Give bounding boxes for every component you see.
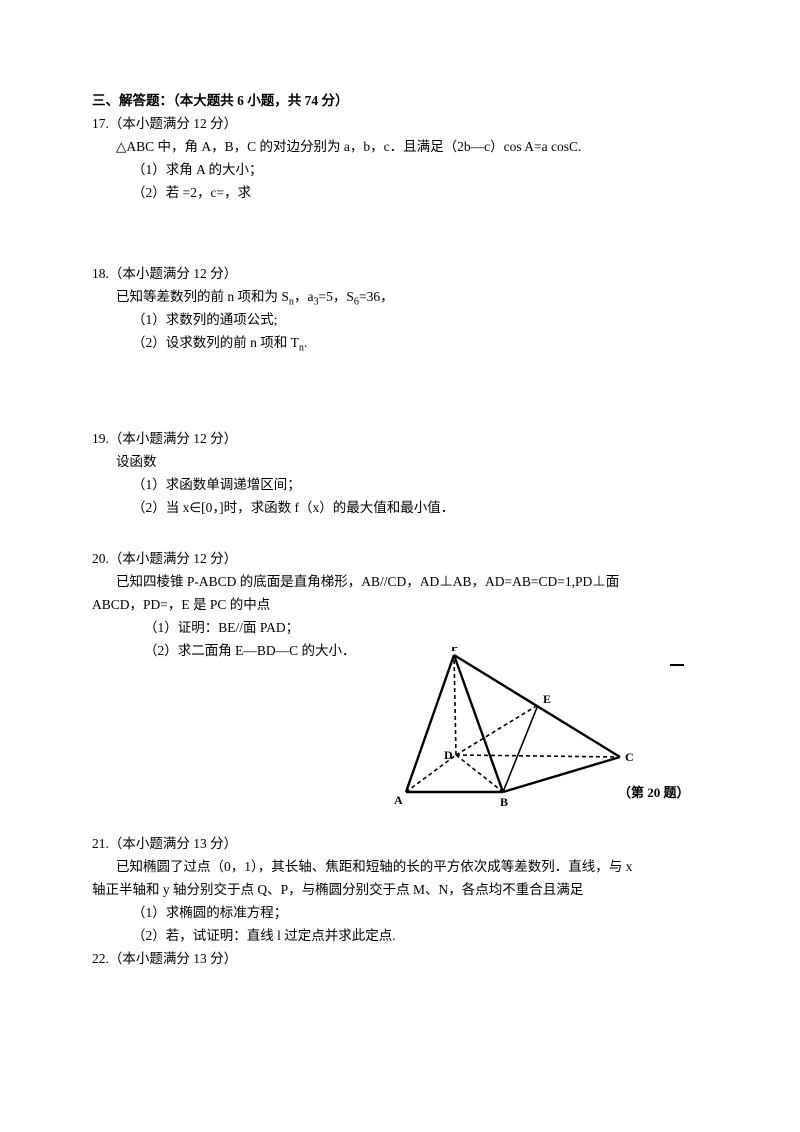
q18-l1c: =5，S — [319, 289, 354, 304]
q21-head: 21.（本小题满分 13 分） — [92, 833, 708, 856]
q20-l1b: ABCD，PD=，E 是 PC 的中点 — [92, 594, 708, 617]
q18-head: 18.（本小题满分 12 分） — [92, 263, 708, 286]
svg-text:C: C — [625, 750, 634, 764]
q21-part1: （1）求椭圆的标准方程； — [92, 902, 708, 925]
svg-text:（第 20 题）: （第 20 题） — [618, 785, 690, 800]
pyramid-diagram: P E C B A D （第 20 题） — [388, 647, 708, 827]
q21-l1b: 轴正半轴和 y 轴分别交于点 Q、P，与椭圆分别交于点 M、N，各点均不重合且满… — [92, 879, 708, 902]
q17-body: △ABC 中，角 A，B，C 的对边分别为 a，b，c．且满足（2b—c）cos… — [92, 136, 708, 159]
q18-l3a: （2）设求数列的前 n 项和 T — [132, 335, 299, 350]
q20-l1: 已知四棱锥 P-ABCD 的底面是直角梯形，AB//CD，AD⊥AB，AD=AB… — [92, 571, 708, 594]
q21-l1: 已知椭圆了过点（0，1），其长轴、焦距和短轴的长的平方依次成等差数列．直线，与 … — [92, 856, 708, 879]
q17-part1: （1）求角 A 的大小； — [92, 159, 708, 182]
svg-text:E: E — [543, 692, 551, 706]
q19-part2: （2）当 x∈[0，]时，求函数 f（x）的最大值和最小值． — [92, 497, 708, 520]
svg-text:D: D — [444, 748, 453, 762]
q18-l1d: =36， — [359, 289, 394, 304]
q20-figure: P E C B A D （第 20 题） — [388, 647, 708, 835]
q18-l1a: 已知等差数列的前 n 项和为 S — [116, 289, 289, 304]
q18-body: 已知等差数列的前 n 项和为 Sn，a3=5，S6=36， — [92, 286, 708, 309]
q17-head: 17.（本小题满分 12 分） — [92, 113, 708, 136]
q20-head: 20.（本小题满分 12 分） — [92, 548, 708, 571]
q19-part1: （1）求函数单调递增区间； — [92, 474, 708, 497]
svg-text:P: P — [451, 647, 458, 654]
q17-part2: （2）若 =2，c=，求 — [92, 182, 708, 205]
q19-body: 设函数 — [92, 451, 708, 474]
q18-part2: （2）设求数列的前 n 项和 Tn. — [92, 332, 708, 355]
section-heading: 三、解答题：（本大题共 6 小题，共 74 分） — [92, 90, 708, 113]
q20-part1: （1）证明：BE//面 PAD； — [92, 617, 708, 640]
q18-l1b: ，a — [294, 289, 314, 304]
q21-part2: （2）若，试证明：直线 l 过定点并求此定点. — [92, 925, 708, 948]
svg-text:B: B — [500, 795, 508, 809]
q22-head: 22.（本小题满分 13 分） — [92, 948, 708, 971]
q18-l3b: . — [304, 335, 307, 350]
q19-head: 19.（本小题满分 12 分） — [92, 428, 708, 451]
svg-text:A: A — [394, 793, 403, 807]
q18-part1: （1）求数列的通项公式; — [92, 309, 708, 332]
